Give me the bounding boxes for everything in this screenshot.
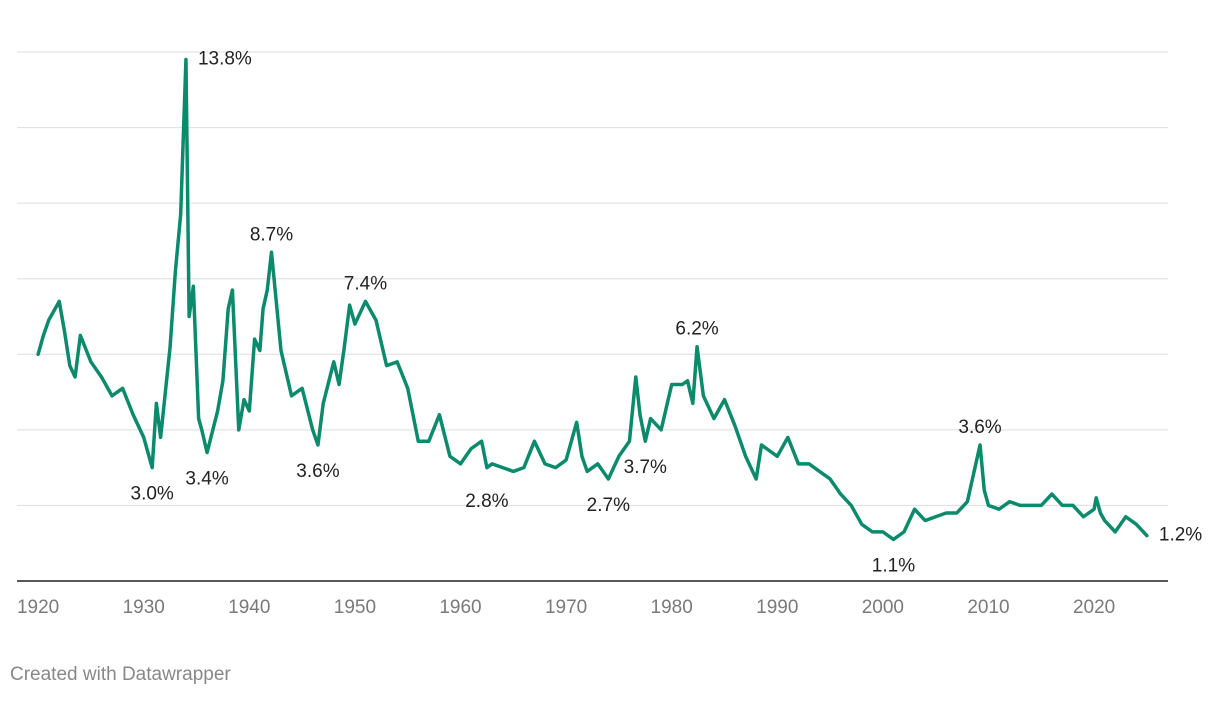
- annotation: 1.2%: [1159, 525, 1202, 546]
- line: [36, 57, 1149, 542]
- x-tick-label: 2010: [967, 597, 1009, 618]
- x-tick-label: 1970: [545, 597, 587, 618]
- x-tick-label: 1920: [17, 597, 59, 618]
- annotation: 13.8%: [198, 49, 252, 70]
- annotation: 3.7%: [624, 457, 667, 478]
- footer: Created with Datawrapper: [10, 664, 231, 685]
- annotation: 7.4%: [344, 273, 387, 294]
- annotation: 2.7%: [587, 495, 630, 516]
- x-tick-label: 1950: [334, 597, 376, 618]
- x-tick-label: 1940: [228, 597, 270, 618]
- annotation: 3.6%: [296, 461, 339, 482]
- annotation: 3.6%: [958, 417, 1001, 438]
- x-tick-label: 1990: [756, 597, 798, 618]
- annotation: 3.0%: [131, 484, 174, 505]
- x-tick-label: 1930: [123, 597, 165, 618]
- x-tick-label: 1980: [651, 597, 693, 618]
- annotation: 3.4%: [185, 469, 228, 490]
- annotation: 2.8%: [465, 491, 508, 512]
- annotation: 6.2%: [675, 319, 718, 340]
- annotation: 1.1%: [872, 555, 915, 576]
- x-tick-label: 2000: [862, 597, 904, 618]
- annotation: 8.7%: [250, 224, 293, 245]
- x-tick-label: 1960: [439, 597, 481, 618]
- x-tick-label: 2020: [1073, 597, 1115, 618]
